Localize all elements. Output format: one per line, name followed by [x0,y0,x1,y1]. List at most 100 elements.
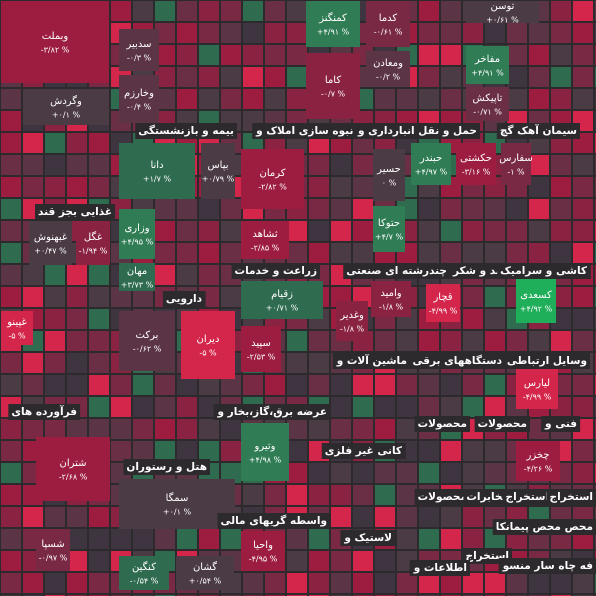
sector-header: وسایل ارتباطی [507,355,587,367]
sector-header: واسطه گریهای مالی [221,514,327,527]
filler-cell [67,551,87,571]
filler-cell [419,199,439,219]
stock-tile: وزاری +۴/۹۵ % [119,209,155,259]
tile-bg [411,143,451,185]
stock-tile: حکشتی -۳/۱۶ % [456,143,496,185]
filler-cell [287,67,307,87]
filler-cell [507,221,527,241]
filler-cell [45,177,65,197]
filler-cell [353,463,373,483]
tile-bg [516,369,558,409]
filler-cell [177,397,197,417]
filler-cell [419,375,439,395]
filler-cell [1,155,21,175]
filler-cell [419,45,439,65]
filler-cell [309,375,329,395]
stock-name: مهان [127,266,147,277]
filler-cell [375,485,395,505]
filler-cell [419,1,439,21]
filler-cell [551,221,571,241]
tile-bg [23,89,109,125]
filler-cell [441,507,461,527]
stock-tile: لیارس -۴/۹۹ % [516,369,558,409]
filler-cell [573,309,593,329]
filler-cell [1,551,21,571]
sector-header: لاستیک و [343,532,392,544]
filler-cell [485,375,505,395]
filler-cell [573,375,593,395]
filler-cell [529,331,549,351]
stock-name: وگردش [50,95,82,107]
stock-tile: غبهنوش +۰/۴۷ % [29,221,72,265]
filler-cell [375,551,395,571]
filler-cell [67,155,87,175]
stock-tile: گشان +۰/۵۴ % [176,556,234,590]
filler-cell [287,419,307,439]
tile-bg [119,311,175,371]
filler-cell [463,573,483,593]
stock-tile: شتران -۲/۶۸ % [36,437,110,501]
filler-cell [485,221,505,241]
tile-bg [516,441,560,481]
filler-cell [309,243,329,263]
sector-header: محص محص پیمانکا [496,521,593,533]
filler-cell [353,485,373,505]
filler-cell [353,375,373,395]
filler-cell [419,529,439,549]
filler-cell [89,309,109,329]
stock-change: -۵ % [199,349,217,358]
stock-tile: کرمان -۲/۸۲ % [241,149,304,209]
sector-header: هتل و رستوران [126,461,207,473]
filler-cell [573,67,593,87]
filler-cell [551,199,571,219]
tile-bg [241,149,304,209]
filler-cell [221,67,241,87]
filler-cell [243,573,263,593]
stock-name: کسعدی [520,290,552,301]
filler-cell [111,1,131,21]
stock-change: -۰/۶۲ % [133,345,162,354]
filler-cell [573,177,593,197]
filler-cell [287,89,307,109]
filler-cell [551,1,571,21]
stock-tile: واحیا -۴/۹۵ % [241,531,285,571]
filler-cell [529,23,549,43]
stock-tile: دانا +۱/۷ % [119,143,195,199]
sector-header-bg [217,513,330,529]
tile-bg [241,326,281,372]
filler-cell [419,89,439,109]
sector-header-bg [332,353,410,369]
filler-cell [375,463,395,483]
filler-cell [375,573,395,593]
stock-change: -۲/۵۳ % [247,353,276,362]
filler-cell [265,89,285,109]
filler-cell [265,573,285,593]
filler-cell [133,419,153,439]
stock-name: شسپا [41,539,64,550]
stock-name: تاپیکش [473,93,503,104]
filler-cell [463,221,483,241]
filler-cell [573,331,593,351]
filler-cell [221,23,241,43]
stock-name: دیران [197,334,220,345]
filler-cell [331,199,351,219]
filler-cell [573,573,593,593]
filler-cell [199,419,219,439]
stock-change: -۴/۹۹ % [523,393,552,402]
sector-header: قند و شکر [452,265,507,277]
stock-tile: قچار -۴/۹۹ % [426,284,460,322]
filler-cell [23,177,43,197]
filler-cell [419,463,439,483]
filler-cell [441,441,461,461]
filler-cell [111,441,131,461]
sector-header-bg [213,404,330,420]
stock-tile: کاما -۰/۷ % [306,53,360,119]
stock-name: ومعادن [373,58,403,69]
filler-cell [507,199,527,219]
filler-cell [375,331,395,351]
filler-cell [507,67,527,87]
filler-cell [441,243,461,263]
filler-cell [111,375,131,395]
filler-cell [441,23,461,43]
